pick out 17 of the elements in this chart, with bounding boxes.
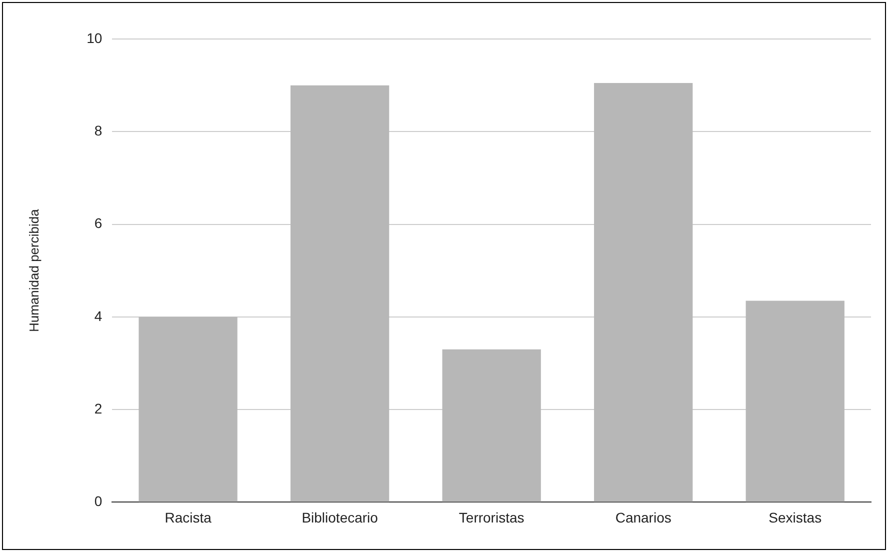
bar <box>594 83 693 502</box>
y-tick-label: 4 <box>94 308 102 324</box>
y-tick-label: 6 <box>94 215 102 232</box>
y-tick-label: 10 <box>86 30 102 46</box>
x-tick-label: Canarios <box>615 509 672 526</box>
x-tick-label: Bibliotecario <box>302 509 378 526</box>
x-tick-label: Racista <box>164 509 212 526</box>
y-tick-label: 0 <box>94 493 102 510</box>
bar <box>138 316 238 502</box>
x-tick-label: Terroristas <box>458 509 524 526</box>
y-tick-label: 2 <box>94 400 102 416</box>
y-axis-title: Humanidad percibida <box>26 208 42 332</box>
y-tick-label: 8 <box>94 122 102 138</box>
x-tick-label: Sexistas <box>768 509 822 526</box>
bar <box>290 85 390 502</box>
bar <box>746 300 844 502</box>
bar <box>442 349 541 502</box>
